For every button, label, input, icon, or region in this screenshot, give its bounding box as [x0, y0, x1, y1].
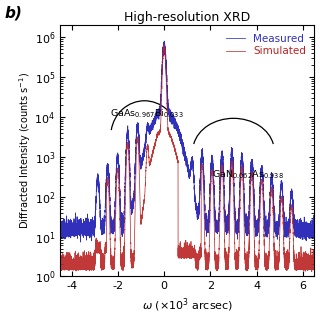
Legend: Measured, Simulated: Measured, Simulated: [223, 31, 309, 60]
Measured: [213, 209, 217, 213]
Title: High-resolution XRD: High-resolution XRD: [124, 11, 251, 24]
Measured: [188, 172, 192, 175]
Measured: [78, 240, 82, 244]
Text: b): b): [4, 5, 22, 20]
Measured: [192, 179, 196, 182]
Simulated: [192, 254, 196, 258]
Simulated: [310, 270, 314, 274]
Simulated: [124, 173, 128, 177]
Simulated: [162, 43, 166, 47]
Simulated: [96, 246, 100, 250]
X-axis label: $\omega$ ($\times10^3$ arcsec): $\omega$ ($\times10^3$ arcsec): [142, 297, 233, 315]
Line: Measured: Measured: [60, 41, 315, 242]
Measured: [124, 153, 128, 157]
Y-axis label: Diffracted Intensity (counts s$^{-1}$): Diffracted Intensity (counts s$^{-1}$): [17, 72, 33, 229]
Simulated: [72, 267, 76, 271]
Measured: [96, 174, 100, 178]
Text: GaAs$_{0.967}$Bi$_{0.033}$: GaAs$_{0.967}$Bi$_{0.033}$: [110, 108, 183, 120]
Simulated: [213, 249, 217, 253]
Measured: [162, 39, 166, 43]
Measured: [72, 224, 76, 228]
Simulated: [188, 251, 192, 255]
Simulated: [313, 259, 316, 262]
Line: Simulated: Simulated: [60, 45, 315, 272]
Measured: [313, 232, 316, 236]
Simulated: [58, 259, 62, 263]
Text: GaN$_{0.062}$As$_{0.938}$: GaN$_{0.062}$As$_{0.938}$: [212, 169, 283, 181]
Measured: [58, 231, 62, 235]
